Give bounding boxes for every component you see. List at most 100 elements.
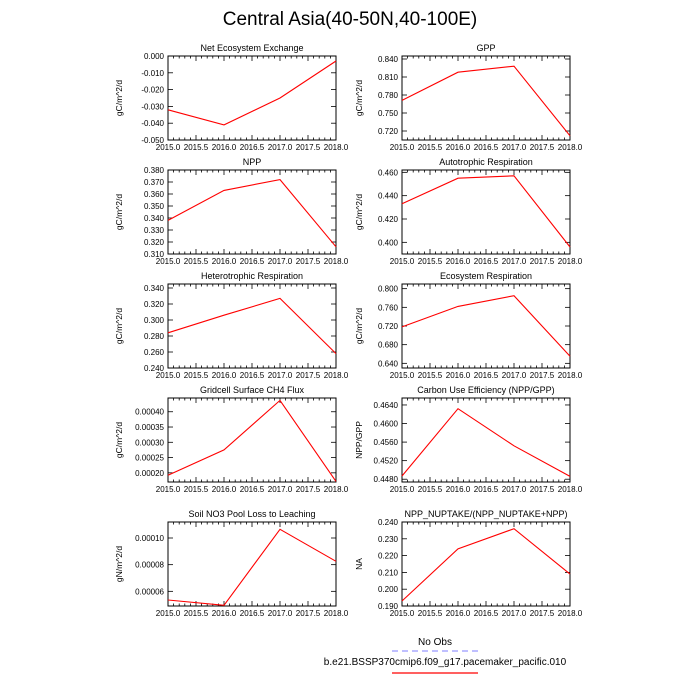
x-tick-label: 2015.0 bbox=[390, 143, 415, 152]
x-tick-label: 2017.5 bbox=[296, 371, 321, 380]
y-tick-label: 0.720 bbox=[378, 127, 399, 136]
y-tick-label: 0.280 bbox=[144, 332, 165, 341]
x-tick-label: 2016.0 bbox=[446, 371, 471, 380]
x-tick-label: 2018.0 bbox=[558, 143, 583, 152]
y-tick-label: 0.460 bbox=[378, 168, 399, 177]
y-tick-label: 0.210 bbox=[378, 568, 399, 577]
panel-2: GPP 2015.0 2015.5 2016.0 2016.5 2017.0 2017.5 2… bbox=[354, 43, 583, 152]
x-tick-label: 2015.0 bbox=[390, 371, 415, 380]
plot-frame bbox=[401, 55, 571, 141]
y-tick-label: 0.00030 bbox=[135, 438, 164, 447]
x-tick-label: 2015.5 bbox=[418, 609, 443, 618]
x-tick-label: 2016.0 bbox=[446, 609, 471, 618]
series-line bbox=[167, 60, 337, 126]
x-tick-label: 2018.0 bbox=[558, 371, 583, 380]
x-tick-label: 2017.5 bbox=[296, 485, 321, 494]
x-tick-label: 2015.0 bbox=[390, 609, 415, 618]
panel-title: Net Ecosystem Exchange bbox=[200, 43, 303, 53]
x-tick-label: 2016.5 bbox=[474, 257, 499, 266]
y-tick-label: 0.200 bbox=[378, 585, 399, 594]
y-tick-label: 0.800 bbox=[378, 285, 399, 294]
y-axis-label: gC/m^2/d bbox=[354, 80, 364, 116]
y-tick-label: 0.00025 bbox=[135, 454, 164, 463]
x-tick-label: 2015.0 bbox=[156, 143, 181, 152]
y-tick-label: 0.00020 bbox=[135, 469, 164, 478]
y-axis-label: gC/m^2/d bbox=[114, 80, 124, 116]
x-tick-label: 2018.0 bbox=[558, 257, 583, 266]
x-tick-label: 2016.0 bbox=[212, 143, 237, 152]
panel-title: NPP bbox=[243, 157, 262, 167]
x-tick-label: 2017.0 bbox=[268, 609, 293, 618]
x-tick-label: 2017.0 bbox=[268, 257, 293, 266]
y-tick-label: 0.260 bbox=[144, 348, 165, 357]
plot-frame bbox=[167, 169, 337, 255]
x-tick-label: 2017.0 bbox=[502, 371, 527, 380]
series-line bbox=[401, 175, 571, 248]
x-tick-label: 2015.0 bbox=[390, 485, 415, 494]
plot-frame bbox=[167, 55, 337, 141]
plot-frame bbox=[401, 521, 571, 607]
y-tick-label: 0.4600 bbox=[374, 420, 399, 429]
y-tick-label: 0.230 bbox=[378, 535, 399, 544]
x-tick-label: 2016.0 bbox=[212, 485, 237, 494]
x-tick-label: 2015.5 bbox=[184, 609, 209, 618]
x-tick-label: 2018.0 bbox=[324, 257, 349, 266]
x-tick-label: 2016.5 bbox=[474, 485, 499, 494]
y-tick-label: 0.360 bbox=[144, 190, 165, 199]
x-tick-label: 2015.0 bbox=[390, 257, 415, 266]
plot-frame bbox=[401, 169, 571, 255]
figure-title: Central Asia(40-50N,40-100E) bbox=[222, 9, 478, 30]
x-tick-label: 2015.0 bbox=[156, 371, 181, 380]
x-tick-label: 2018.0 bbox=[324, 609, 349, 618]
plot-frame bbox=[401, 397, 571, 483]
y-tick-label: 0.00008 bbox=[135, 561, 164, 570]
x-tick-label: 2015.5 bbox=[184, 485, 209, 494]
y-tick-label: 0.440 bbox=[378, 192, 399, 201]
x-tick-label: 2015.5 bbox=[418, 485, 443, 494]
panel-10: NPP_NUPTAKE/(NPP_NUPTAKE+NPP) 2015.0 2015.… bbox=[354, 509, 583, 618]
x-tick-label: 2016.5 bbox=[240, 143, 265, 152]
legend-obs-label: No Obs bbox=[418, 637, 452, 648]
series-line bbox=[401, 528, 571, 602]
x-tick-label: 2015.5 bbox=[418, 371, 443, 380]
panel-8: Carbon Use Efficiency (NPP/GPP)2015.0 201… bbox=[354, 385, 583, 494]
y-tick-label: 0.240 bbox=[144, 364, 165, 373]
x-tick-label: 2016.0 bbox=[446, 143, 471, 152]
x-tick-label: 2017.0 bbox=[502, 143, 527, 152]
panel-title: Gridcell Surface CH4 Flux bbox=[200, 385, 305, 395]
series-line bbox=[401, 65, 571, 137]
x-tick-label: 2016.5 bbox=[240, 257, 265, 266]
x-tick-label: 2018.0 bbox=[324, 371, 349, 380]
y-tick-label: 0.320 bbox=[144, 300, 165, 309]
x-tick-label: 2017.0 bbox=[268, 485, 293, 494]
x-tick-label: 2016.0 bbox=[212, 609, 237, 618]
x-tick-label: 2017.5 bbox=[296, 143, 321, 152]
series-line bbox=[167, 297, 337, 354]
x-tick-label: 2015.5 bbox=[418, 257, 443, 266]
y-tick-label: 0.400 bbox=[378, 238, 399, 247]
plot-frame bbox=[167, 283, 337, 369]
y-tick-label: 0.00010 bbox=[135, 534, 164, 543]
y-tick-label: 0.310 bbox=[144, 250, 165, 259]
y-tick-label: 0.240 bbox=[378, 518, 399, 527]
x-tick-label: 2017.0 bbox=[502, 609, 527, 618]
x-tick-label: 2015.5 bbox=[184, 257, 209, 266]
y-tick-label: 0.350 bbox=[144, 202, 165, 211]
y-tick-label: -0.030 bbox=[141, 102, 164, 111]
y-axis-label: gC/m^2/d bbox=[354, 194, 364, 230]
x-tick-label: 2016.5 bbox=[240, 371, 265, 380]
x-tick-label: 2018.0 bbox=[558, 485, 583, 494]
x-tick-label: 2017.5 bbox=[530, 143, 555, 152]
y-tick-label: 0.330 bbox=[144, 226, 165, 235]
y-axis-label: gN/m^2/d bbox=[114, 546, 124, 582]
x-tick-label: 2016.5 bbox=[240, 609, 265, 618]
y-tick-label: 0.220 bbox=[378, 552, 399, 561]
y-tick-label: 0.300 bbox=[144, 316, 165, 325]
x-tick-label: 2017.5 bbox=[530, 257, 555, 266]
x-tick-label: 2016.0 bbox=[212, 371, 237, 380]
x-tick-label: 2017.0 bbox=[502, 485, 527, 494]
